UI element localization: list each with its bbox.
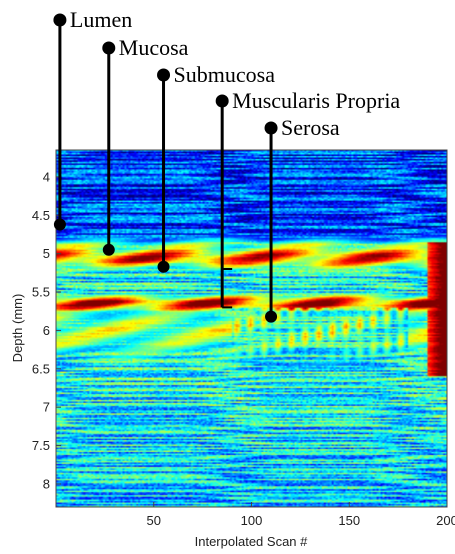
- y-axis-label: Depth (mm): [10, 294, 25, 363]
- callout-label: Lumen: [70, 7, 132, 32]
- callout-muscularis-propria: Muscularis Propria: [215, 88, 400, 309]
- heatmap-area: [56, 150, 447, 507]
- callout-label: Mucosa: [119, 35, 189, 60]
- y-tick-label: 7: [43, 400, 50, 415]
- y-tick-label: 6: [43, 323, 50, 338]
- callout-head-dot: [215, 94, 229, 108]
- callout-head-dot: [53, 13, 67, 27]
- callout-target-dot: [157, 260, 170, 273]
- callout-label: Submucosa: [174, 62, 276, 87]
- callout-target-dot: [53, 218, 66, 231]
- y-tick-label: 5.5: [32, 285, 50, 300]
- y-tick-label: 4.5: [32, 208, 50, 223]
- callout-bracket: [222, 268, 233, 309]
- y-tick-label: 7.5: [32, 438, 50, 453]
- x-axis-label: Interpolated Scan #: [195, 534, 309, 549]
- x-tick-label: 200: [436, 513, 455, 528]
- callout-mucosa: Mucosa: [102, 35, 189, 256]
- callout-target-dot: [265, 310, 278, 323]
- x-tick-label: 50: [147, 513, 161, 528]
- x-axis: 50 100 150 200: [147, 502, 455, 528]
- callout-lumen: Lumen: [53, 7, 132, 231]
- callout-head-dot: [102, 41, 116, 55]
- callout-head-dot: [264, 121, 278, 135]
- callout-serosa: Serosa: [264, 115, 340, 323]
- callout-label: Muscularis Propria: [232, 88, 400, 113]
- y-tick-label: 8: [43, 476, 50, 491]
- y-tick-label: 6.5: [32, 361, 50, 376]
- callout-target-dot: [102, 243, 115, 256]
- x-tick-label: 100: [241, 513, 263, 528]
- callout-head-dot: [157, 68, 171, 82]
- y-tick-label: 5: [43, 246, 50, 261]
- callout-label: Serosa: [281, 115, 340, 140]
- heatmap-image: [56, 150, 447, 507]
- callout-submucosa: Submucosa: [157, 62, 275, 273]
- y-tick-label: 4: [43, 169, 50, 184]
- x-tick-label: 150: [338, 513, 360, 528]
